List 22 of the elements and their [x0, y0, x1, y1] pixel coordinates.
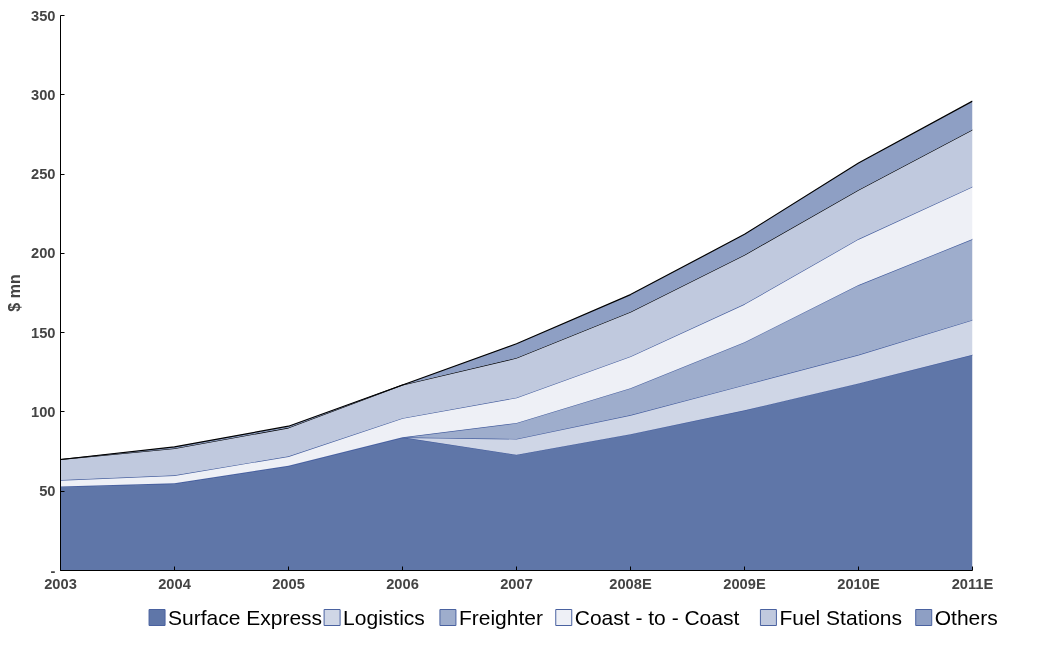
legend-label: Others — [934, 606, 998, 629]
x-tick-label: 2009E — [723, 575, 766, 592]
x-tick-label: 2008E — [609, 575, 652, 592]
y-tick-label: 200 — [31, 245, 56, 262]
y-tick-label: 150 — [31, 324, 56, 341]
y-tick-label: 100 — [31, 403, 56, 420]
legend-label: Logistics — [343, 606, 425, 629]
x-tick-label: 2007 — [500, 575, 533, 592]
legend-label: Freighter — [458, 606, 543, 629]
x-tick-label: 2011E — [951, 575, 994, 592]
y-tick-label: 350 — [31, 7, 56, 24]
x-tick-label: 2006 — [386, 575, 419, 592]
y-tick-label: 50 — [39, 483, 56, 500]
legend-label: Fuel Stations — [779, 606, 902, 629]
y-tick-label: 250 — [31, 166, 56, 183]
x-tick-label: 2004 — [158, 575, 192, 592]
y-axis-title: $ mn — [6, 274, 24, 312]
legend-label: Coast - to - Coast — [574, 606, 740, 629]
y-tick-label: 300 — [31, 86, 56, 103]
legend-label: Surface Express — [168, 606, 323, 629]
x-tick-label: 2005 — [272, 575, 305, 592]
x-tick-label: 2010E — [837, 575, 880, 592]
